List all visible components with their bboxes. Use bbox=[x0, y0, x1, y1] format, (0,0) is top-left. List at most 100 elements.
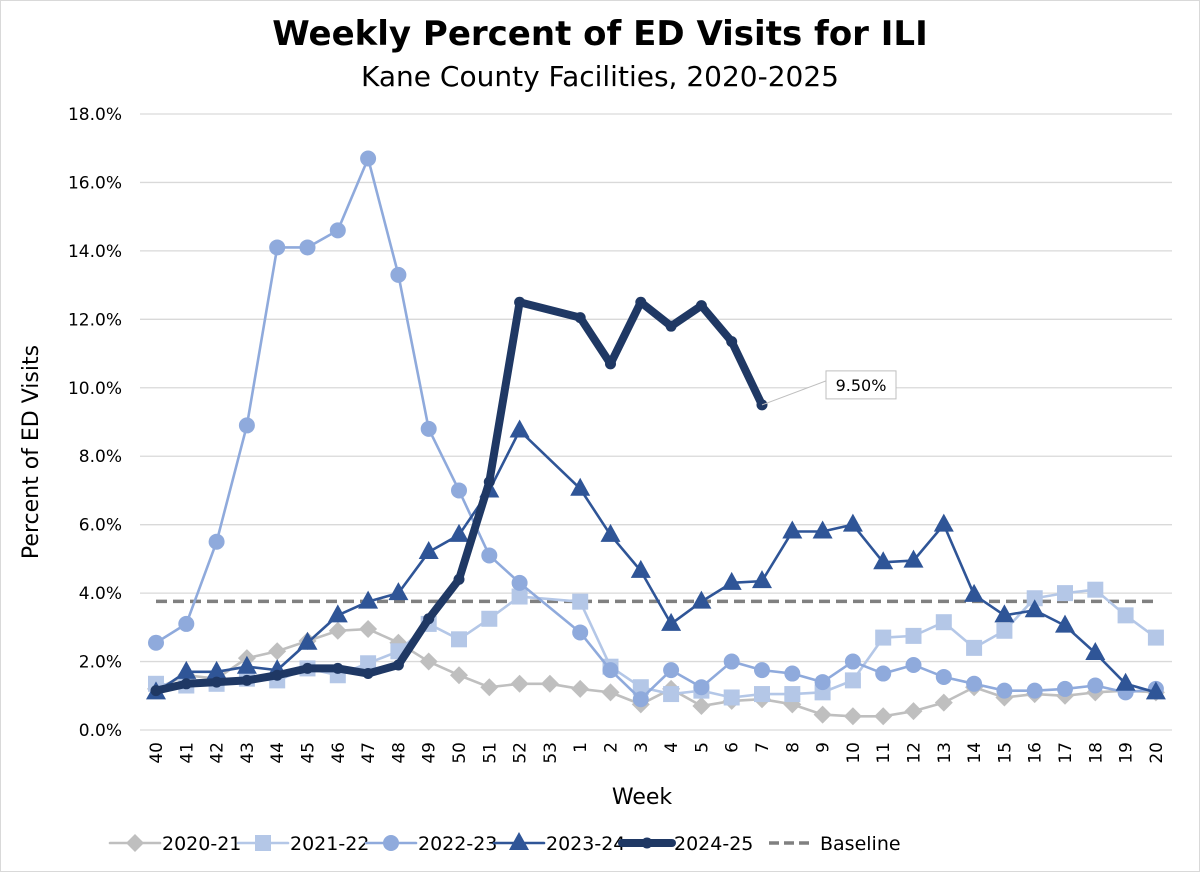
y-tick-label: 2.0% bbox=[79, 653, 122, 673]
data-point bbox=[661, 612, 682, 631]
data-point bbox=[423, 613, 435, 625]
annotations: 9.50% bbox=[761, 370, 897, 406]
data-point bbox=[723, 653, 740, 670]
data-point bbox=[449, 523, 469, 542]
gridlines bbox=[140, 113, 1172, 731]
x-tick-label: 4 bbox=[662, 742, 682, 753]
data-point bbox=[605, 358, 616, 370]
legend-marker bbox=[126, 834, 144, 852]
legend-item-2023-24: 2023-24 bbox=[492, 832, 625, 855]
series-line bbox=[154, 429, 1158, 694]
data-point bbox=[269, 239, 286, 256]
data-point bbox=[329, 222, 346, 239]
data-point bbox=[813, 705, 832, 724]
data-point bbox=[1087, 677, 1104, 694]
legend: 2020-21 2021-22 2022-23 2023-24 2024-25 Basel… bbox=[108, 832, 901, 855]
data-series bbox=[146, 150, 1166, 726]
x-tick-label: 17 bbox=[1056, 742, 1076, 764]
x-tick-label: 2 bbox=[602, 742, 622, 753]
x-tick-label: 44 bbox=[268, 742, 288, 764]
data-point bbox=[602, 662, 619, 679]
x-tick-label: 18 bbox=[1086, 742, 1106, 764]
x-tick-label: 15 bbox=[995, 742, 1015, 764]
x-tick-label: 7 bbox=[753, 742, 773, 753]
data-point bbox=[1026, 590, 1043, 607]
legend-label: Baseline bbox=[820, 833, 901, 855]
y-axis-title: Percent of ED Visits bbox=[19, 345, 44, 559]
data-point bbox=[332, 662, 344, 674]
data-point bbox=[359, 620, 378, 639]
data-point bbox=[1147, 629, 1164, 646]
data-point bbox=[692, 697, 711, 716]
data-point bbox=[996, 682, 1013, 699]
legend-label: 2022-23 bbox=[418, 833, 497, 855]
x-axis-ticks: 40 41 42 43 44 45 46 47 48 49 50 51 52 53 1 2 3 4 5 6 7 8 9 10 1… bbox=[147, 742, 1167, 764]
data-point bbox=[390, 266, 407, 283]
legend-label: 2020-21 bbox=[162, 833, 241, 855]
data-point bbox=[635, 296, 647, 308]
data-point bbox=[176, 660, 197, 679]
data-point bbox=[571, 679, 590, 698]
data-point bbox=[1057, 680, 1073, 697]
data-point bbox=[178, 615, 195, 632]
data-point bbox=[695, 300, 707, 312]
x-tick-label: 50 bbox=[450, 742, 470, 764]
data-point bbox=[1057, 585, 1073, 602]
x-tick-label: 12 bbox=[905, 742, 925, 764]
x-tick-label: 13 bbox=[935, 742, 955, 764]
data-point bbox=[994, 604, 1015, 623]
data-point bbox=[723, 689, 740, 706]
data-point bbox=[875, 629, 892, 646]
data-point bbox=[451, 482, 467, 499]
x-tick-label: 20 bbox=[1147, 742, 1167, 764]
data-point bbox=[450, 666, 468, 685]
x-tick-label: 19 bbox=[1117, 742, 1137, 764]
data-point bbox=[388, 582, 409, 601]
data-point bbox=[966, 675, 983, 692]
data-point bbox=[480, 678, 499, 697]
data-point bbox=[572, 593, 589, 610]
data-point bbox=[721, 571, 742, 590]
legend-marker bbox=[255, 835, 271, 851]
data-point bbox=[754, 686, 770, 703]
data-point bbox=[873, 551, 894, 570]
x-tick-label: 47 bbox=[359, 742, 379, 764]
data-point bbox=[481, 610, 498, 627]
y-tick-label: 16.0% bbox=[68, 173, 122, 193]
x-tick-label: 1 bbox=[571, 742, 591, 753]
data-point bbox=[328, 621, 347, 640]
data-point bbox=[875, 665, 892, 682]
x-tick-label: 11 bbox=[874, 742, 894, 764]
data-point bbox=[966, 639, 983, 656]
y-tick-label: 0.0% bbox=[79, 721, 122, 741]
data-point bbox=[1115, 672, 1136, 691]
x-tick-label: 14 bbox=[965, 742, 985, 764]
data-point bbox=[784, 686, 801, 703]
x-tick-label: 41 bbox=[177, 742, 197, 764]
legend-marker bbox=[641, 837, 653, 849]
chart-title: Weekly Percent of ED Visits for ILI bbox=[272, 14, 928, 54]
data-point bbox=[360, 655, 377, 672]
data-point bbox=[812, 520, 833, 539]
data-point bbox=[933, 513, 954, 532]
x-tick-label: 52 bbox=[511, 742, 531, 764]
data-point bbox=[392, 659, 404, 671]
data-point bbox=[693, 679, 710, 696]
legend-label: 2023-24 bbox=[546, 833, 625, 855]
series-2022-23 bbox=[148, 150, 1164, 708]
data-point bbox=[150, 685, 162, 697]
data-point bbox=[362, 668, 374, 680]
data-point bbox=[514, 296, 526, 308]
x-tick-label: 43 bbox=[238, 742, 258, 764]
series-line bbox=[154, 627, 1158, 718]
y-tick-label: 14.0% bbox=[68, 242, 122, 262]
data-point bbox=[903, 549, 924, 568]
data-point bbox=[1117, 607, 1134, 624]
y-tick-label: 12.0% bbox=[68, 310, 122, 330]
data-point bbox=[327, 604, 348, 623]
data-point bbox=[752, 570, 772, 589]
data-point bbox=[510, 674, 529, 693]
x-tick-label: 16 bbox=[1026, 742, 1046, 764]
x-tick-label: 40 bbox=[147, 742, 167, 764]
